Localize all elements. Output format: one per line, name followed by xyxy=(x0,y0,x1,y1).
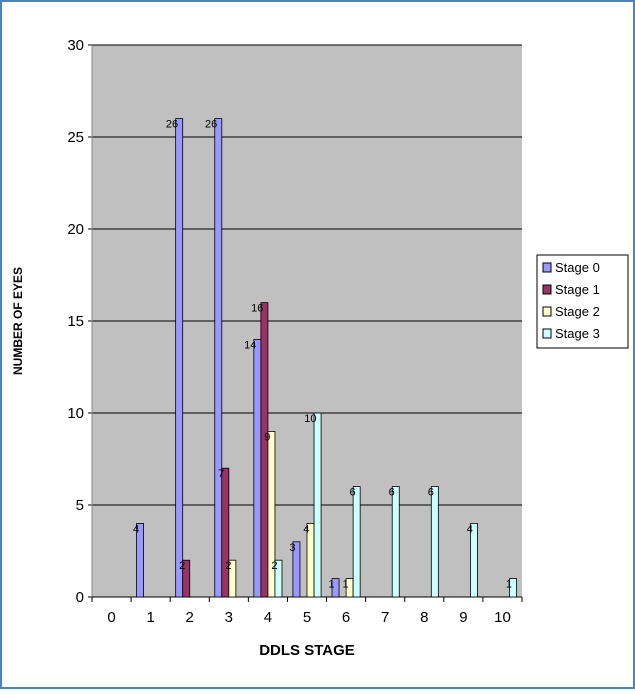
data-label: 4 xyxy=(133,523,139,535)
x-tick-label: 4 xyxy=(264,609,272,626)
data-label: 2 xyxy=(179,560,185,572)
y-tick-label: 0 xyxy=(76,589,84,606)
data-label: 6 xyxy=(350,487,356,499)
data-label: 10 xyxy=(304,413,316,425)
data-label: 16 xyxy=(251,303,263,315)
y-tick-label: 20 xyxy=(67,221,84,238)
x-tick-label: 6 xyxy=(342,609,350,626)
y-tick-label: 15 xyxy=(67,313,84,330)
bar xyxy=(182,559,191,598)
x-axis-title: DDLS STAGE xyxy=(259,642,355,659)
x-tick-label: 1 xyxy=(146,609,154,626)
bar xyxy=(221,467,230,598)
data-label: 26 xyxy=(205,119,217,131)
bar xyxy=(391,486,400,598)
bar xyxy=(352,486,361,598)
bar xyxy=(253,338,262,598)
legend-swatch xyxy=(542,262,552,273)
data-label: 2 xyxy=(225,560,231,572)
bar xyxy=(175,118,184,598)
bar xyxy=(331,578,340,598)
legend xyxy=(536,254,629,349)
data-label: 1 xyxy=(328,579,334,591)
data-label: 4 xyxy=(303,523,309,535)
bar xyxy=(274,559,283,598)
x-tick-label: 8 xyxy=(420,609,428,626)
data-label: 14 xyxy=(244,339,256,351)
bar xyxy=(228,559,237,598)
y-axis-title: NUMBER OF EYES xyxy=(11,267,25,375)
bar xyxy=(313,412,322,598)
bar xyxy=(267,430,276,598)
bar xyxy=(430,486,439,598)
legend-label: Stage 3 xyxy=(555,326,600,341)
x-tick-label: 2 xyxy=(186,609,194,626)
data-label: 26 xyxy=(166,119,178,131)
legend-label: Stage 2 xyxy=(555,304,600,319)
bar xyxy=(509,578,517,598)
x-tick-label: 9 xyxy=(459,609,467,626)
data-label: 2 xyxy=(271,560,277,572)
data-label: 6 xyxy=(428,487,434,499)
bar xyxy=(292,541,301,598)
legend-swatch xyxy=(542,328,552,339)
x-tick-label: 5 xyxy=(303,609,311,626)
x-tick-label: 0 xyxy=(107,609,115,626)
data-label: 9 xyxy=(264,431,270,443)
legend-swatch xyxy=(542,284,552,295)
data-label: 4 xyxy=(467,523,473,535)
y-tick-label: 5 xyxy=(76,497,84,514)
data-label: 1 xyxy=(506,579,512,591)
bar xyxy=(469,523,478,598)
y-tick-label: 10 xyxy=(67,405,84,422)
y-tick-label: 30 xyxy=(67,37,84,54)
data-label: 6 xyxy=(389,487,395,499)
data-label: 1 xyxy=(342,579,348,591)
legend-label: Stage 0 xyxy=(555,260,600,275)
x-tick-label: 10 xyxy=(494,609,511,626)
bar xyxy=(260,302,269,598)
legend-swatch xyxy=(542,306,552,317)
legend-label: Stage 1 xyxy=(555,282,600,297)
y-tick-label: 25 xyxy=(67,129,84,146)
x-tick-label: 7 xyxy=(381,609,389,626)
bar xyxy=(214,118,223,598)
data-label: 7 xyxy=(218,468,224,480)
x-tick-label: 3 xyxy=(225,609,233,626)
bar xyxy=(136,523,144,598)
data-label: 3 xyxy=(289,542,295,554)
